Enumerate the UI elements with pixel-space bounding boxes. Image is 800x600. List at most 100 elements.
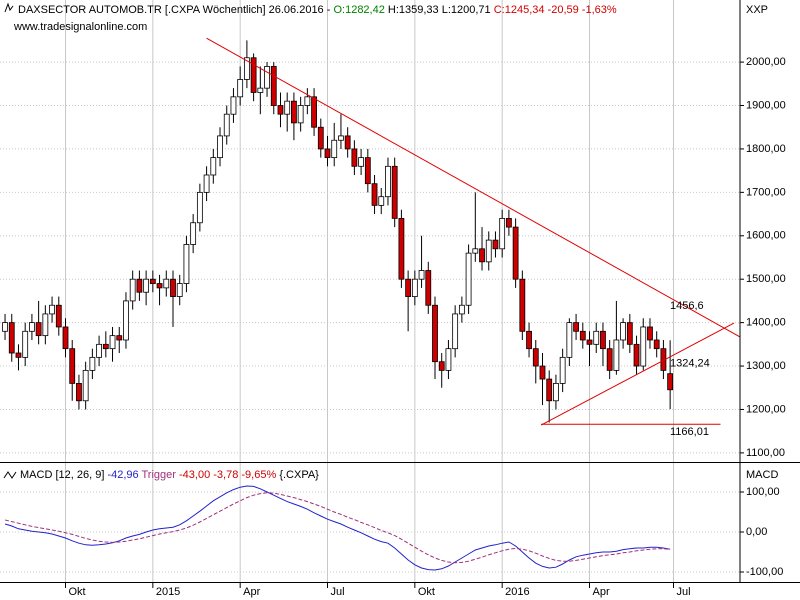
candle-body <box>304 96 311 106</box>
candle-body <box>351 148 358 167</box>
candle-body <box>371 183 378 206</box>
y-tick-label: -100,00 <box>746 566 783 578</box>
y-tick-label: 1100,00 <box>746 447 785 459</box>
candle-body <box>277 105 284 115</box>
candle-body <box>505 218 512 228</box>
marks <box>2 37 741 571</box>
candle-body <box>573 322 579 332</box>
candle-body <box>633 343 640 367</box>
candle-body <box>291 100 297 124</box>
candle-body <box>183 244 190 284</box>
x-tick-label: Okt <box>418 586 435 598</box>
candle-body <box>593 330 600 345</box>
candle-body <box>492 239 499 250</box>
candle-body <box>149 278 156 284</box>
candle-body <box>8 322 15 354</box>
y-axis-label: MACD <box>746 469 778 481</box>
legend-entry: MACD [12, 26, 9] <box>20 469 104 481</box>
candle-body <box>42 313 49 337</box>
candle-body <box>89 356 96 371</box>
x-tick-label: Apr <box>593 586 610 598</box>
candle-body <box>613 339 620 371</box>
x-tick-label: Jul <box>676 586 690 598</box>
source: www.tradesignalonline.com <box>13 21 147 33</box>
candle-body <box>385 165 391 198</box>
candle-body <box>398 218 405 280</box>
y-tick-label: 0,00 <box>746 526 767 538</box>
candle-body <box>472 248 479 254</box>
legend-value: -42,96 <box>107 469 138 481</box>
candle-body <box>136 278 143 293</box>
candle-body <box>519 278 526 332</box>
annotation: 1166,01 <box>670 426 709 438</box>
legend-entry: Trigger <box>142 469 177 481</box>
candle-body <box>425 270 432 306</box>
candle-body <box>163 278 170 289</box>
candle-body <box>411 278 418 297</box>
candle-body <box>499 218 506 250</box>
candle-body <box>170 278 176 297</box>
candle-body <box>479 248 485 263</box>
y-tick-label: 1800,00 <box>746 143 786 155</box>
candle-body <box>600 330 606 350</box>
header-open: O:1282,42 <box>333 4 384 16</box>
candle-body <box>210 157 217 176</box>
candle-body <box>196 191 203 224</box>
candle-body <box>15 352 22 358</box>
candle-body <box>129 278 136 302</box>
candle-body <box>647 326 653 341</box>
header-title: DAXSECTOR AUTOMOB.TR [.CXPA Wöchentlich]… <box>18 4 331 16</box>
y-tick-label: 100,00 <box>746 486 780 498</box>
candle-body <box>559 356 566 384</box>
annotation: 1456,6 <box>670 300 704 312</box>
candle-body <box>250 57 257 93</box>
header: DAXSECTOR AUTOMOB.TR [.CXPA Wöchentlich]… <box>18 4 617 16</box>
candle-body <box>553 383 559 402</box>
candle-body <box>512 226 519 280</box>
candle-body <box>176 283 183 297</box>
candle-body <box>526 330 532 350</box>
trendline <box>206 37 741 338</box>
candle-body <box>667 373 674 391</box>
candle-body <box>143 278 150 293</box>
candle-body <box>452 313 459 350</box>
y-tick-label: 1900,00 <box>746 99 786 111</box>
candle-body <box>485 239 492 263</box>
candle-body <box>203 174 210 193</box>
candle-body <box>324 148 331 159</box>
legend-symbol: {.CXPA} <box>279 469 319 481</box>
macd-legend: MACD [12, 26, 9] -42,96 Trigger -43,00 -… <box>20 469 319 481</box>
candle-body <box>378 196 385 206</box>
y-tick-label: 1400,00 <box>746 317 786 329</box>
candle-body <box>546 378 553 402</box>
x-tick-label: Apr <box>243 586 260 598</box>
candle-body <box>620 322 627 341</box>
candle-body <box>391 165 398 219</box>
candle-body <box>338 135 344 141</box>
x-tick-label: Jul <box>331 586 345 598</box>
candle-body <box>35 322 42 337</box>
x-tick-label: 2016 <box>505 586 529 598</box>
candle-body <box>69 348 76 384</box>
candle-body <box>364 157 371 185</box>
candle-body <box>55 304 62 328</box>
candle-body <box>2 322 8 332</box>
candle-body <box>257 87 264 93</box>
candle-body <box>640 326 647 367</box>
candle-body <box>344 135 351 150</box>
candle-body <box>432 304 438 363</box>
candle-body <box>532 348 539 367</box>
candle-body <box>217 135 223 159</box>
legend-stats: -3,78 -9,65% <box>213 469 276 481</box>
candle-body <box>156 283 163 289</box>
x-tick-label: Okt <box>69 586 86 598</box>
candle-body <box>579 330 586 341</box>
candle-body <box>284 100 291 115</box>
symbol-icon <box>4 2 14 13</box>
candle-body <box>606 348 613 371</box>
candle-body <box>116 335 123 341</box>
candle-body <box>311 96 317 128</box>
candle-body <box>230 96 237 115</box>
y-tick-label: 1200,00 <box>746 403 786 415</box>
